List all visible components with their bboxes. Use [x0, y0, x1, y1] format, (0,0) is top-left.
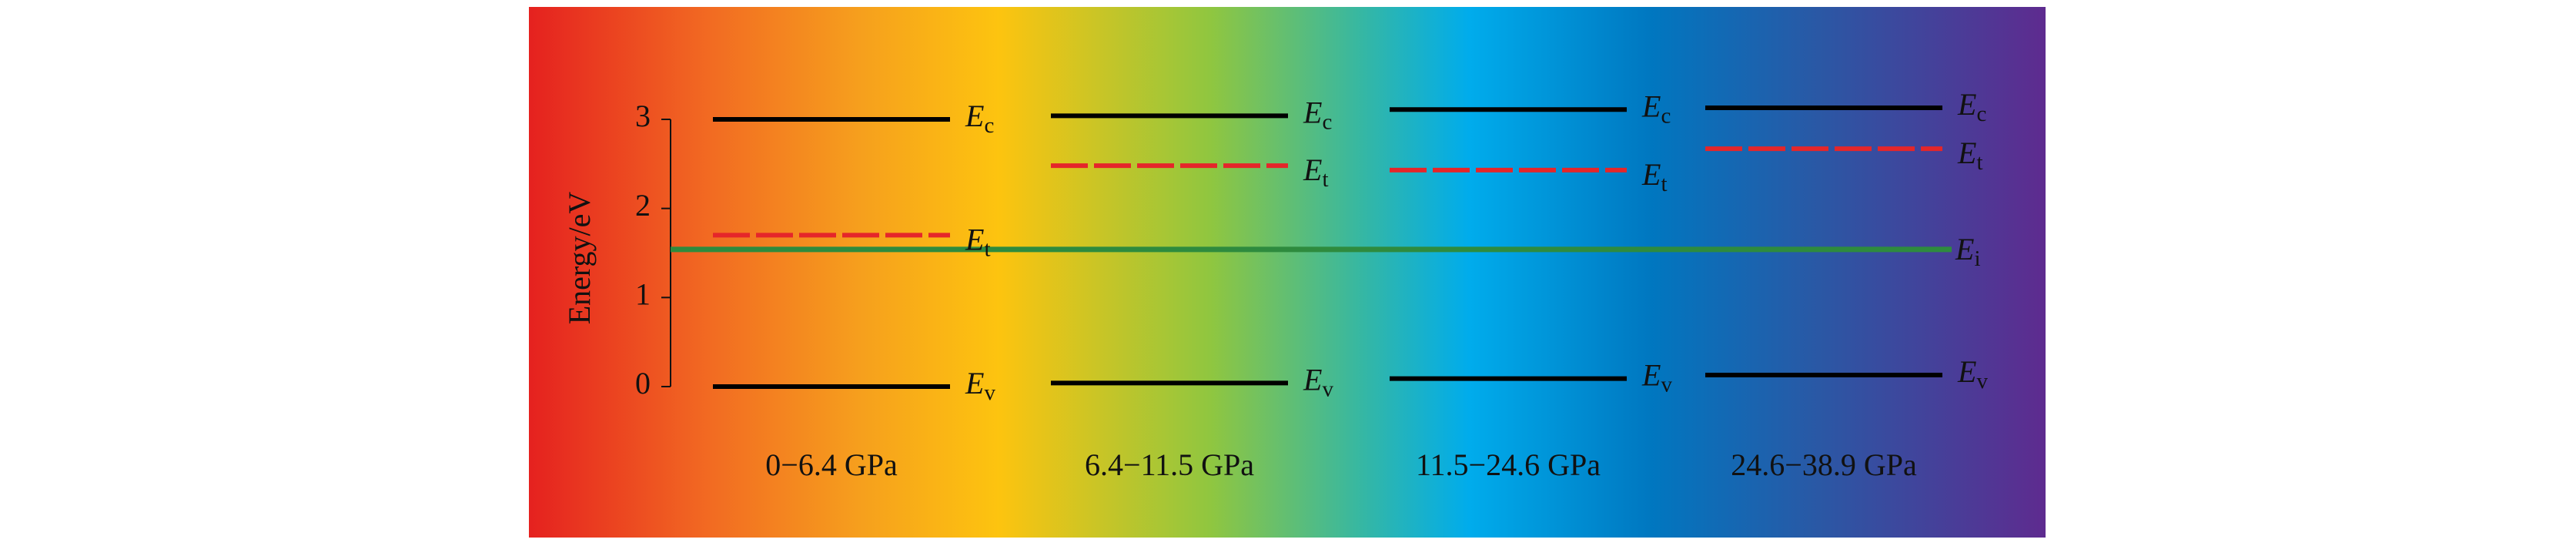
- level-label: Ev: [1641, 358, 1672, 397]
- level-symbol: E: [1957, 136, 1976, 170]
- level-symbol: E: [965, 99, 984, 133]
- level-symbol: E: [1957, 354, 1976, 389]
- x-tick-label: 0−6.4 GPa: [765, 447, 898, 482]
- level-label: Ec: [1641, 89, 1671, 127]
- level-symbol: E: [965, 223, 984, 257]
- level-subscript: v: [1322, 377, 1333, 401]
- level-subscript: t: [1976, 150, 1982, 175]
- y-axis-label: Energy/eV: [562, 192, 597, 325]
- level-symbol: E: [1641, 157, 1661, 192]
- level-symbol: E: [1641, 358, 1661, 393]
- level-subscript: i: [1974, 246, 1980, 271]
- level-label: Et: [1303, 152, 1329, 191]
- y-tick-label: 3: [635, 99, 651, 133]
- level-label: Ei: [1955, 232, 1981, 270]
- level-label: Ec: [1957, 87, 1986, 126]
- y-tick-label: 2: [635, 188, 651, 223]
- level-symbol: E: [1957, 87, 1976, 122]
- level-subscript: c: [1322, 109, 1332, 134]
- level-subscript: v: [1661, 372, 1672, 397]
- level-symbol: E: [1641, 89, 1661, 123]
- y-tick-label: 0: [635, 366, 651, 400]
- level-subscript: c: [1976, 102, 1986, 126]
- level-subscript: v: [1976, 369, 1988, 394]
- level-label: Et: [965, 223, 991, 261]
- level-label: Ec: [1303, 95, 1332, 134]
- level-symbol: E: [965, 366, 984, 400]
- x-tick-label: 11.5−24.6 GPa: [1416, 447, 1601, 482]
- level-label: Et: [1957, 136, 1983, 174]
- level-subscript: t: [1661, 172, 1667, 196]
- level-symbol: E: [1303, 363, 1322, 397]
- level-symbol: E: [1303, 152, 1322, 187]
- level-label: Ev: [1957, 354, 1988, 393]
- x-tick-label: 24.6−38.9 GPa: [1731, 447, 1917, 482]
- level-subscript: c: [984, 113, 994, 138]
- level-subscript: c: [1661, 103, 1671, 128]
- level-label: Ev: [1303, 363, 1333, 401]
- level-label: Et: [1641, 157, 1668, 196]
- level-symbol: E: [1303, 95, 1322, 130]
- level-subscript: t: [1322, 167, 1328, 192]
- level-label: Ev: [965, 366, 995, 404]
- level-symbol: E: [1955, 232, 1974, 266]
- background: [529, 7, 2046, 538]
- x-tick-label: 6.4−11.5 GPa: [1085, 447, 1254, 482]
- level-subscript: t: [984, 236, 990, 261]
- level-label: Ec: [965, 99, 994, 137]
- level-subscript: v: [984, 380, 995, 405]
- y-tick-label: 1: [635, 277, 651, 312]
